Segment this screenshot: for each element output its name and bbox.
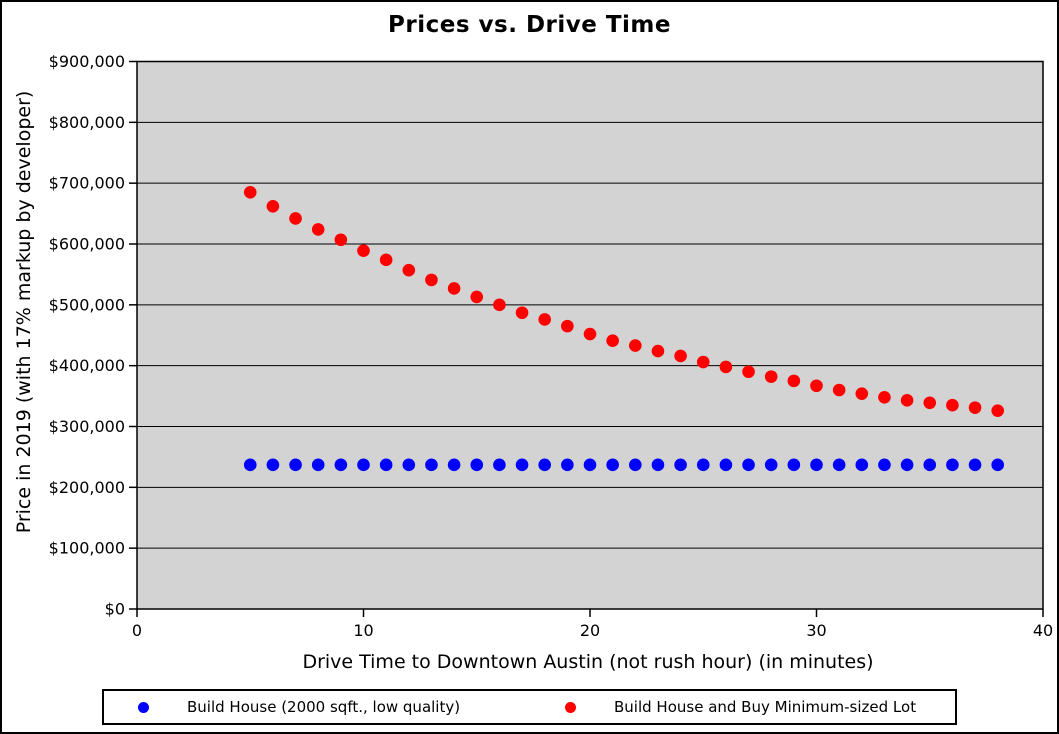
x-axis-label: Drive Time to Downtown Austin (not rush … — [302, 651, 874, 673]
data-point-build-house-buy-lot — [425, 273, 438, 287]
data-point-build-house-buy-lot — [787, 374, 801, 388]
x-tick-label: 30 — [806, 621, 826, 640]
data-point-build-house — [402, 458, 416, 472]
data-point-build-house — [629, 458, 642, 472]
data-point-build-house-buy-lot — [719, 360, 733, 374]
data-point-build-house — [561, 458, 574, 472]
data-point-build-house-buy-lot — [379, 253, 393, 267]
data-point-build-house-buy-lot — [243, 185, 257, 199]
data-point-build-house-buy-lot — [878, 391, 891, 404]
data-point-build-house-buy-lot — [651, 344, 665, 358]
legend-entry-build-house: Build House (2000 sqft., low quality) — [138, 691, 460, 723]
y-tick-label: $100,000 — [49, 539, 125, 558]
data-point-build-house — [538, 458, 551, 472]
data-point-build-house-buy-lot — [493, 298, 506, 312]
data-point-build-house — [855, 458, 869, 472]
data-point-build-house — [357, 458, 370, 472]
data-point-build-house — [923, 458, 937, 472]
plot-frame — [136, 60, 1044, 610]
data-point-build-house — [289, 458, 302, 472]
data-point-build-house-buy-lot — [561, 319, 574, 333]
data-point-build-house — [674, 458, 687, 472]
y-tick-label: $800,000 — [49, 113, 125, 132]
x-tick-label: 0 — [132, 621, 142, 640]
data-point-build-house — [334, 458, 348, 472]
data-point-build-house — [787, 458, 801, 472]
y-tick-label: $700,000 — [49, 174, 125, 193]
data-point-build-house-buy-lot — [923, 396, 937, 410]
y-tick-label: $200,000 — [49, 478, 125, 497]
data-point-build-house-buy-lot — [742, 365, 755, 379]
chart-title: Prices vs. Drive Time — [388, 12, 671, 38]
data-point-build-house — [900, 458, 914, 472]
y-tick-label: $600,000 — [49, 235, 125, 254]
data-point-build-house-buy-lot — [289, 212, 302, 225]
data-point-build-house-buy-lot — [470, 290, 484, 304]
data-point-build-house-buy-lot — [606, 334, 619, 348]
legend: Build House (2000 sqft., low quality) Bu… — [102, 689, 957, 725]
data-point-build-house-buy-lot — [583, 327, 597, 341]
legend-label-build-house: Build House (2000 sqft., low quality) — [187, 698, 461, 716]
x-tick-label: 10 — [353, 621, 373, 640]
data-point-build-house-buy-lot — [764, 370, 778, 383]
data-point-build-house — [493, 458, 506, 472]
data-point-build-house — [810, 458, 823, 472]
y-tick-label: $400,000 — [49, 356, 125, 375]
data-point-build-house-buy-lot — [991, 404, 1004, 417]
data-point-build-house — [991, 458, 1004, 472]
data-point-build-house-buy-lot — [946, 398, 959, 412]
y-tick-label: $300,000 — [49, 417, 125, 436]
data-point-build-house-buy-lot — [674, 349, 687, 363]
data-point-build-house-buy-lot — [900, 394, 914, 407]
data-point-build-house — [696, 458, 710, 472]
legend-label-build-house-buy-lot: Build House and Buy Minimum-sized Lot — [614, 698, 917, 716]
data-point-build-house — [742, 458, 755, 472]
data-point-build-house-buy-lot — [855, 387, 869, 400]
data-point-build-house — [425, 458, 438, 472]
y-tick-label: $0 — [105, 600, 125, 619]
data-point-build-house-buy-lot — [447, 282, 461, 295]
data-point-build-house — [719, 458, 733, 472]
data-point-build-house — [311, 458, 325, 472]
x-tick-label: 40 — [1033, 621, 1053, 640]
data-point-build-house — [515, 458, 529, 472]
data-point-build-house — [651, 458, 665, 472]
data-point-build-house — [583, 458, 597, 472]
data-point-build-house-buy-lot — [266, 199, 280, 213]
data-point-build-house-buy-lot — [538, 313, 551, 326]
data-point-build-house — [243, 458, 257, 472]
data-point-build-house — [606, 458, 619, 472]
data-point-build-house-buy-lot — [334, 233, 348, 247]
data-point-build-house — [832, 458, 846, 472]
data-point-build-house — [878, 458, 891, 472]
data-point-build-house — [968, 458, 982, 472]
data-point-build-house-buy-lot — [832, 383, 846, 397]
data-point-build-house-buy-lot — [357, 244, 370, 257]
data-point-build-house-buy-lot — [402, 263, 416, 277]
legend-marker-red-dot-icon — [565, 701, 576, 713]
data-point-build-house — [946, 458, 959, 472]
data-point-build-house — [447, 458, 461, 472]
legend-marker-blue-dot-icon — [138, 701, 149, 713]
data-point-build-house-buy-lot — [968, 401, 982, 414]
y-tick-label: $900,000 — [49, 52, 125, 71]
legend-entry-build-house-buy-lot: Build House and Buy Minimum-sized Lot — [565, 691, 916, 723]
data-point-build-house — [379, 458, 393, 472]
y-tick-label: $500,000 — [49, 295, 125, 314]
x-tick-label: 20 — [580, 621, 600, 640]
data-point-build-house-buy-lot — [629, 339, 642, 352]
data-point-build-house — [764, 458, 778, 472]
data-point-build-house-buy-lot — [311, 223, 325, 236]
data-point-build-house-buy-lot — [810, 379, 823, 393]
y-axis-label: Price in 2019 (with 17% markup by develo… — [13, 90, 35, 534]
data-point-build-house-buy-lot — [515, 306, 529, 320]
data-point-build-house-buy-lot — [696, 355, 710, 369]
data-point-build-house — [266, 458, 280, 472]
data-point-build-house — [470, 458, 484, 472]
